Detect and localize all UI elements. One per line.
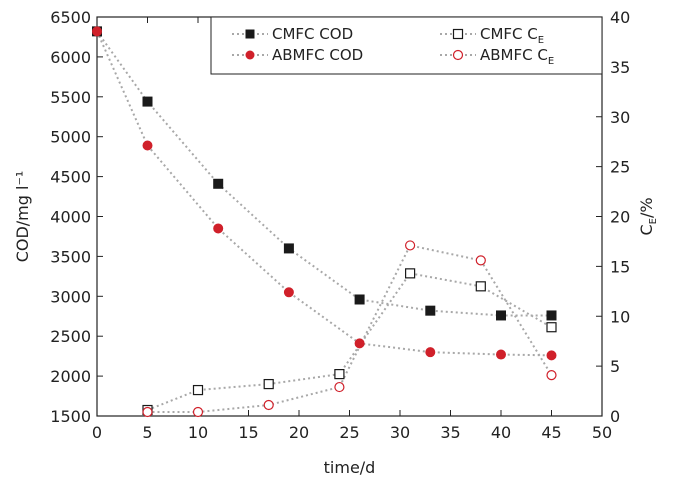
data-point <box>405 268 416 279</box>
data-point <box>425 347 436 358</box>
y-right-tick-label: 20 <box>610 208 630 227</box>
data-point <box>142 406 153 418</box>
data-point <box>546 370 557 381</box>
data-point <box>142 96 153 107</box>
data-point <box>405 240 416 251</box>
plot-frame <box>96 16 603 417</box>
y-left-tick-label: 6500 <box>50 8 91 27</box>
data-point <box>354 294 365 305</box>
y-axis-label-right-sub: E <box>648 218 659 224</box>
data-point <box>496 310 506 321</box>
y-right-tick-label: 30 <box>610 108 630 127</box>
axes-frame <box>96 16 603 417</box>
y-left-tick-label: 5500 <box>50 88 91 107</box>
y-axis-label-left: COD/mg l⁻¹ <box>13 171 32 263</box>
data-point <box>334 369 345 380</box>
series-lines <box>96 30 553 414</box>
legend-label: ABMFC COD <box>272 46 363 64</box>
y-left-tick-label: 1500 <box>50 407 91 426</box>
legend-marker <box>245 50 255 60</box>
y-axis-label-right: CE/% <box>637 197 659 235</box>
data-point <box>496 349 506 360</box>
data-point <box>425 305 436 316</box>
y-left-tick-label: 4500 <box>50 168 91 187</box>
axis-ticks: 0 5 10 15 20 25 30 35 40 45 5015002000250030003500… <box>50 8 630 442</box>
legend-box <box>210 16 603 75</box>
data-point <box>283 243 294 254</box>
data-point <box>334 381 345 393</box>
data-point <box>213 223 224 234</box>
y-right-tick-label: 40 <box>610 8 630 27</box>
y-right-tick-label: 25 <box>610 158 630 177</box>
data-point <box>142 140 153 151</box>
legend-label: CMFC CE <box>480 25 544 46</box>
data-point <box>354 338 365 349</box>
data-point <box>283 287 294 298</box>
series-line-2 <box>147 272 553 411</box>
data-point <box>475 281 486 292</box>
data-point <box>92 26 102 37</box>
data-point <box>546 350 557 361</box>
y-left-tick-label: 2500 <box>50 327 91 346</box>
legend-label: ABMFC CE <box>480 46 554 67</box>
data-point <box>475 255 486 266</box>
x-tick-label: 20 <box>289 423 309 442</box>
data-point <box>213 178 224 189</box>
y-right-tick-label: 35 <box>610 58 630 77</box>
y-left-tick-label: 3500 <box>50 247 91 266</box>
y-left-tick-label: 3000 <box>50 287 91 306</box>
x-tick-label: 15 <box>238 423 258 442</box>
series-markers <box>92 26 557 418</box>
y-right-tick-label: 10 <box>610 307 630 326</box>
legend-label: CMFC COD <box>272 25 353 43</box>
y-axis-label-right-suffix: /% <box>637 197 656 218</box>
y-right-tick-label: 5 <box>610 357 620 376</box>
x-axis-label: time/d <box>324 458 376 477</box>
y-left-tick-label: 2000 <box>50 367 91 386</box>
legend-marker <box>245 29 255 39</box>
series-line-1 <box>96 30 552 357</box>
data-point <box>546 310 557 321</box>
y-left-tick-label: 5000 <box>50 128 91 147</box>
data-point <box>263 378 274 390</box>
x-tick-label: 25 <box>339 423 359 442</box>
x-tick-label: 5 <box>142 423 152 442</box>
data-point <box>192 406 204 418</box>
x-tick-label: 0 <box>92 423 102 442</box>
x-tick-label: 45 <box>541 423 561 442</box>
x-tick-label: 35 <box>440 423 460 442</box>
y-right-tick-label: 0 <box>610 407 620 426</box>
legend-marker <box>452 28 464 40</box>
data-point <box>546 322 557 333</box>
series-line-3 <box>147 244 553 414</box>
data-point <box>192 384 204 396</box>
y-left-tick-label: 4000 <box>50 208 91 227</box>
x-tick-label: 50 <box>592 423 612 442</box>
y-right-tick-label: 15 <box>610 257 630 276</box>
x-tick-label: 30 <box>390 423 410 442</box>
y-axis-label-right-main: C <box>637 224 656 235</box>
legend-marker <box>452 49 464 61</box>
x-tick-label: 40 <box>491 423 511 442</box>
data-point <box>263 399 274 411</box>
y-left-tick-label: 6000 <box>50 48 91 67</box>
x-tick-label: 10 <box>188 423 208 442</box>
